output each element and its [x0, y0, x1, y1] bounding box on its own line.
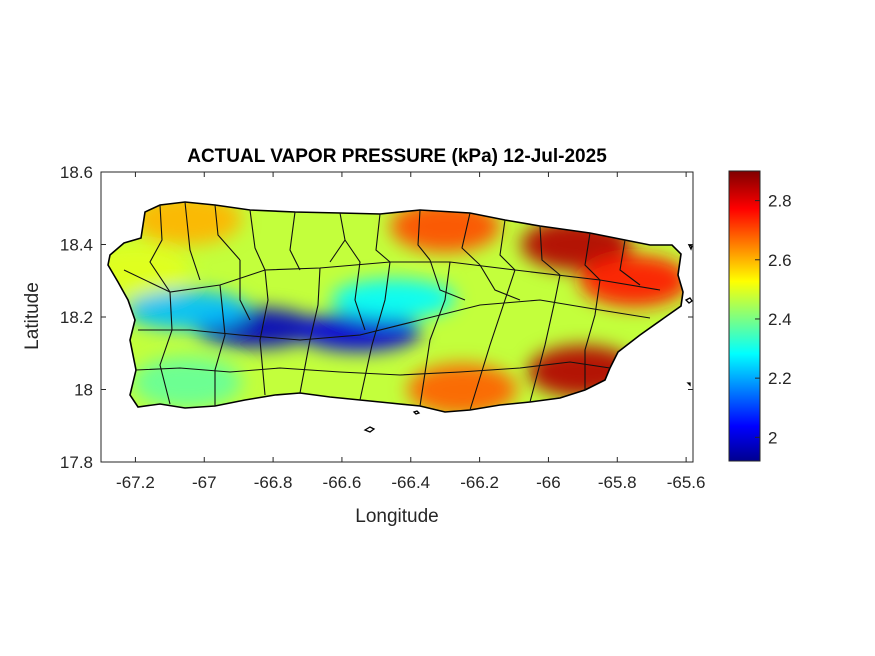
- municipality-border: [417, 209, 431, 261]
- municipality-border: [184, 201, 201, 281]
- municipality-border: [529, 274, 561, 403]
- y-axis-label: Latitude: [22, 282, 43, 350]
- x-tick-label: -65.8: [598, 473, 637, 492]
- municipality-border: [375, 213, 391, 263]
- municipality-border: [149, 204, 171, 293]
- municipality-border: [429, 259, 466, 301]
- region-west-coast: [108, 243, 191, 296]
- municipality-border: [479, 264, 521, 301]
- municipality-border: [159, 291, 173, 405]
- colorbar-tick-label: 2.4: [768, 310, 792, 329]
- municipality-border: [461, 212, 481, 266]
- municipality-border: [214, 204, 241, 261]
- map-title: ACTUAL VAPOR PRESSURE (kPa) 12-Jul-2025: [187, 146, 607, 167]
- x-axis-label: Longitude: [355, 506, 438, 527]
- region-cordillera-east: [297, 311, 422, 352]
- municipality-border: [123, 261, 661, 293]
- colorbar-ticks: 2 2.2 2.4 2.6 2.8: [755, 192, 792, 447]
- colorbar-tick-label: 2.6: [768, 251, 792, 270]
- municipality-border: [135, 361, 611, 376]
- municipality-border: [499, 219, 516, 271]
- colorbar-gradient: [728, 170, 761, 462]
- cays: [363, 243, 693, 433]
- colorbar-tick-label: 2.2: [768, 369, 792, 388]
- region-west-central-mountains: [125, 289, 250, 330]
- plot-area: -67.2 -67 -66.8 -66.6 -66.4 -66.2 -66 -65.8 -65.…: [60, 163, 706, 492]
- region-southwest: [132, 356, 243, 409]
- y-axis: 17.8 18 18.2 18.4 18.6: [60, 163, 693, 472]
- x-tick-label: -66.4: [391, 473, 430, 492]
- municipality-border: [299, 267, 321, 394]
- colorbar: 2 2.2 2.4 2.6 2.8: [728, 170, 792, 462]
- municipality-border: [359, 261, 391, 401]
- y-tick-label: 18: [74, 381, 93, 400]
- colorbar-tick-label: 2.8: [768, 192, 792, 211]
- x-tick-label: -67.2: [116, 473, 155, 492]
- municipality-border: [419, 261, 451, 407]
- region-south-central-coast: [407, 363, 518, 412]
- municipality-border: [584, 232, 601, 281]
- y-tick-label: 17.8: [60, 453, 93, 472]
- municipality-border: [469, 269, 516, 411]
- x-tick-label: -66.8: [254, 473, 293, 492]
- x-axis: -67.2 -67 -66.8 -66.6 -66.4 -66.2 -66 -65.8 -65.…: [116, 172, 705, 492]
- x-tick-label: -66.6: [323, 473, 362, 492]
- region-interior-north-slope: [331, 278, 456, 319]
- y-tick-label: 18.6: [60, 163, 93, 182]
- x-tick-label: -65.6: [667, 473, 706, 492]
- municipality-border: [214, 284, 226, 406]
- x-tick-label: -66.2: [460, 473, 499, 492]
- x-tick-label: -66: [536, 473, 561, 492]
- y-tick-label: 18.2: [60, 308, 93, 327]
- municipality-border: [289, 211, 301, 271]
- municipality-border: [539, 225, 561, 276]
- x-tick-label: -67: [192, 473, 217, 492]
- colorbar-tick-label: 2: [768, 428, 777, 447]
- municipality-border: [619, 239, 641, 286]
- municipality-border: [259, 269, 269, 396]
- municipality-border: [344, 239, 366, 331]
- municipality-borders: [123, 201, 661, 411]
- y-tick-label: 18.4: [60, 236, 93, 255]
- municipality-border: [584, 279, 601, 390]
- municipality-border: [239, 260, 251, 321]
- municipality-border: [249, 209, 266, 271]
- municipality-border: [138, 299, 651, 341]
- heatmap-field: [108, 202, 683, 412]
